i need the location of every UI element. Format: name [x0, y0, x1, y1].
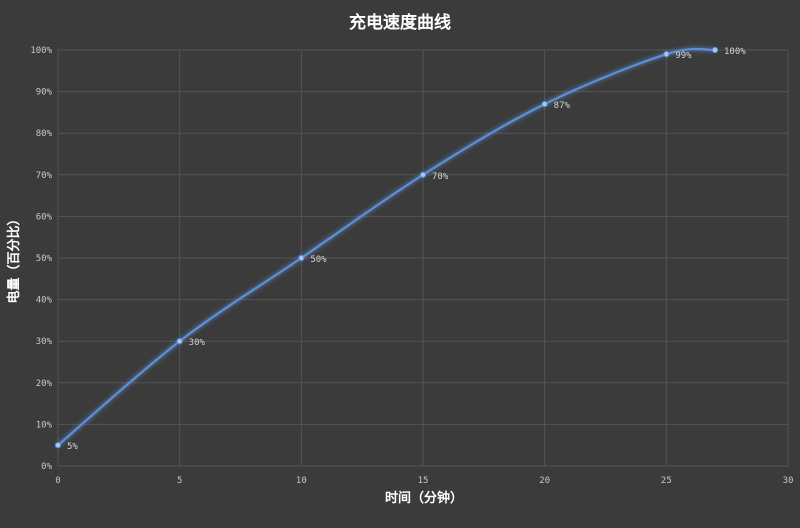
y-tick-label: 100% — [30, 46, 52, 56]
data-point — [298, 254, 305, 262]
y-tick-label: 90% — [36, 88, 53, 98]
x-tick-label: 0 — [55, 476, 60, 486]
x-tick-label: 25 — [661, 476, 672, 486]
y-tick-label: 50% — [36, 254, 53, 264]
data-label: 30% — [189, 338, 206, 348]
data-label: 100% — [724, 47, 746, 57]
y-tick-label: 40% — [36, 296, 53, 306]
data-point — [711, 46, 719, 54]
x-axis-title: 时间（分钟） — [385, 490, 463, 506]
x-tick-label: 10 — [296, 476, 307, 486]
y-tick-label: 60% — [36, 212, 53, 222]
series: 5% 30% 50% 70% 87% 99% 100% — [54, 46, 746, 452]
grid — [57, 49, 789, 467]
y-tick-label: 10% — [36, 420, 53, 430]
y-tick-label: 80% — [36, 129, 53, 139]
x-tick-label: 30 — [783, 476, 794, 486]
data-label: 5% — [67, 442, 78, 452]
y-tick-label: 20% — [36, 379, 53, 389]
x-tick-label: 5 — [177, 476, 182, 486]
y-tick-label: 0% — [41, 462, 52, 472]
y-axis-title: 电量（百分比） — [6, 212, 22, 303]
x-tick-label: 20 — [539, 476, 550, 486]
data-label: 70% — [432, 172, 449, 182]
y-tick-label: 70% — [36, 171, 53, 181]
data-point — [419, 171, 427, 178]
chart-title: 充电速度曲线 — [349, 12, 451, 33]
data-point — [663, 51, 670, 58]
y-tick-label: 30% — [36, 337, 53, 347]
data-point — [176, 338, 183, 345]
series-line — [57, 47, 716, 447]
data-label: 99% — [675, 51, 692, 61]
axis-ticks: 0% 10% 20% 30% 40% 50% 60% 70% 80% 90% 100% 0 5 10 15 2… — [30, 46, 793, 486]
data-label: 87% — [554, 101, 571, 111]
data-point — [54, 442, 62, 449]
data-point — [541, 100, 548, 108]
data-label: 50% — [310, 255, 327, 265]
x-tick-label: 15 — [418, 476, 429, 486]
